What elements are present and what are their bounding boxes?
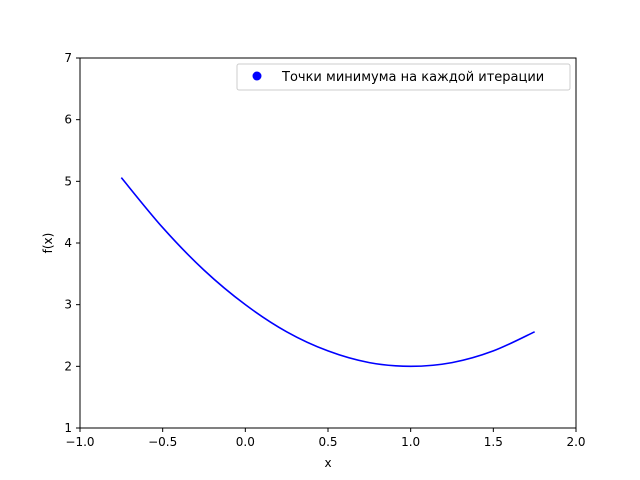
x-tick-label: 1.5: [484, 435, 503, 449]
x-tick-label: −0.5: [148, 435, 177, 449]
x-tick-label: 0.0: [236, 435, 255, 449]
series-layer: [120, 177, 536, 368]
x-tick-label: −1.0: [65, 435, 94, 449]
y-tick-label: 5: [64, 174, 72, 188]
legend-box: [236, 63, 571, 91]
y-tick-label: 7: [64, 51, 72, 65]
y-tick-label: 3: [64, 298, 72, 312]
x-axis-label: x: [324, 456, 331, 470]
legend-label: Точки минимума на каждой итерации: [281, 70, 544, 85]
y-tick-label: 1: [64, 421, 72, 435]
series-line: [120, 177, 536, 368]
x-tick-label: 2.0: [566, 435, 585, 449]
y-tick-label: 4: [64, 236, 72, 250]
x-tick-label: 1.0: [401, 435, 420, 449]
legend: Точки минимума на каждой итерации: [236, 63, 571, 91]
x-tick-label: 0.5: [318, 435, 337, 449]
plot-area: [80, 58, 576, 428]
y-tick-label: 6: [64, 113, 72, 127]
y-tick-label: 2: [64, 359, 72, 373]
x-ticks: −1.0 −0.5 0.0 0.5 1.0 1.5 2.0: [65, 428, 586, 449]
y-axis-label: f(x): [41, 233, 55, 254]
legend-marker: [252, 71, 262, 81]
y-ticks: 1 2 3 4 5 6 7: [64, 51, 80, 435]
